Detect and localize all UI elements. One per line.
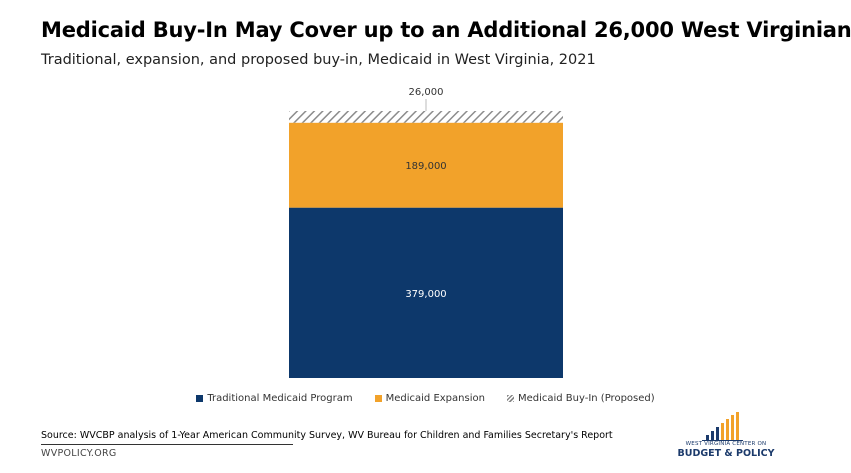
logo-text-line2: BUDGET & POLICY	[677, 448, 775, 459]
legend-item-expansion: Medicaid Expansion	[374, 393, 485, 404]
logo-text-line1: WEST VIRGINIA CENTER ON	[685, 441, 767, 447]
bar-segment-0	[289, 207, 563, 378]
legend-swatch-traditional	[196, 395, 204, 402]
legend-swatch-expansion	[374, 395, 382, 402]
bar-segment-1	[289, 122, 563, 208]
data-label-0: 379,000	[405, 289, 446, 300]
bar-stack: 379,000 189,000 26,000	[289, 87, 563, 378]
data-label-1: 189,000	[405, 161, 446, 172]
bar-chart-logo-icon	[702, 412, 743, 441]
legend-swatch-buy-in	[506, 395, 514, 402]
chart-title: Medicaid Buy-In May Cover up to an Addit…	[41, 18, 851, 42]
legend-label-expansion: Medicaid Expansion	[385, 393, 485, 404]
source-note: Source: WVCBP analysis of 1-Year America…	[41, 430, 613, 441]
legend-label-traditional: Traditional Medicaid Program	[207, 393, 353, 404]
wvcbp-logo: WEST VIRGINIA CENTER ON BUDGET & POLICY	[676, 410, 776, 465]
site-url[interactable]: WVPOLICY.ORG	[41, 448, 117, 459]
legend-item-buy-in: Medicaid Buy-In (Proposed)	[506, 393, 655, 404]
chart-legend: Traditional Medicaid Program Medicaid Ex…	[0, 393, 851, 404]
bar-segment-2	[289, 111, 563, 123]
legend-label-buy-in: Medicaid Buy-In (Proposed)	[517, 393, 655, 404]
data-label-2: 26,000	[409, 87, 444, 98]
legend-item-traditional: Traditional Medicaid Program	[196, 393, 353, 404]
stacked-bar-chart: 379,000 189,000 26,000	[289, 87, 563, 378]
chart-subtitle: Traditional, expansion, and proposed buy…	[41, 52, 596, 68]
footer-divider	[41, 444, 293, 445]
